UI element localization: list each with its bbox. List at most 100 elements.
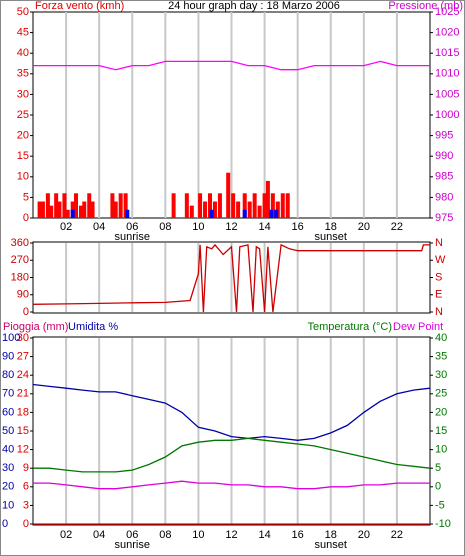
y-tick-label: 10 [17, 171, 29, 183]
bar [87, 193, 92, 218]
y2-tick-label: 15 [435, 425, 447, 437]
bar [274, 209, 279, 218]
bar [90, 201, 95, 218]
y3-tick-label: 80 [2, 369, 14, 381]
y3-tick-label: 40 [2, 444, 14, 456]
y-tick-label: 21 [17, 388, 29, 400]
bar [189, 205, 194, 218]
annotation: sunrise [115, 231, 150, 243]
annotation: sunrise [115, 539, 150, 551]
bar [207, 193, 212, 218]
y3-tick-label: 70 [2, 388, 14, 400]
y2-tick-label: 10 [435, 444, 447, 456]
bar [198, 193, 203, 218]
x-tick-label: 12 [225, 221, 237, 233]
bar [257, 205, 262, 218]
x-tick-label: 16 [292, 221, 304, 233]
bar [242, 193, 247, 218]
bar [242, 209, 247, 218]
y2-tick-label: 1005 [435, 88, 459, 100]
bar [40, 201, 45, 218]
y-tick-label: 6 [23, 481, 29, 493]
y-tick-label: 50 [17, 6, 29, 18]
y2-tick-label: 40 [435, 332, 447, 344]
x-tick-label: 10 [192, 529, 204, 541]
y-tick-label: 270 [11, 254, 29, 266]
y-tick-label: 27 [17, 351, 29, 363]
x-tick-label: 02 [60, 529, 72, 541]
x-tick-label: 02 [60, 221, 72, 233]
bar [37, 201, 42, 218]
y2-tick-label: 0 [435, 481, 441, 493]
bar [184, 193, 189, 218]
rain-label: Pioggia (mm) [3, 321, 68, 333]
annotation: sunset [315, 539, 347, 551]
x-tick-label: 18 [325, 221, 337, 233]
y-tick-label: 360 [11, 237, 29, 249]
humidity-label: Umidita % [68, 321, 118, 333]
y2-tick-label: 1025 [435, 6, 459, 18]
x-tick-label: 04 [93, 529, 105, 541]
y-tick-label: 24 [17, 369, 29, 381]
x-tick-label: 08 [159, 529, 171, 541]
x-tick-label: 10 [192, 221, 204, 233]
bar [45, 193, 50, 218]
y3-tick-label: 20 [2, 481, 14, 493]
pressure-label: Pressione (mb) [388, 0, 463, 12]
x-tick-label: 06 [126, 529, 138, 541]
bar [57, 201, 62, 218]
bar [252, 193, 257, 218]
y2-tick-label: N [435, 237, 443, 249]
bar [70, 209, 75, 218]
y-tick-label: 18 [17, 406, 29, 418]
bar [231, 193, 236, 218]
y2-tick-label: E [435, 289, 442, 301]
bar [203, 201, 208, 218]
bar [212, 201, 217, 218]
bar [217, 193, 222, 218]
y2-tick-label: 1015 [435, 47, 459, 59]
x-tick-label: 14 [258, 529, 270, 541]
chart-title: 24 hour graph day : 18 Marzo 2006 [168, 0, 340, 12]
y-tick-label: 35 [17, 68, 29, 80]
bar [74, 193, 79, 218]
y-tick-label: 25 [17, 109, 29, 121]
line [32, 383, 431, 441]
y-tick-label: 9 [23, 462, 29, 474]
bar [285, 193, 290, 218]
y2-tick-label: 985 [435, 171, 453, 183]
y3-tick-label: 50 [2, 425, 14, 437]
bar [280, 193, 285, 218]
y-tick-label: 30 [17, 88, 29, 100]
y-tick-label: 90 [17, 289, 29, 301]
y2-tick-label: 1020 [435, 27, 459, 39]
x-tick-label: 22 [391, 529, 403, 541]
y-tick-label: 15 [17, 425, 29, 437]
y2-tick-label: 980 [435, 191, 453, 203]
bar [265, 180, 270, 218]
x-tick-label: 18 [325, 529, 337, 541]
line [33, 480, 430, 490]
line [33, 60, 430, 71]
y-tick-label: 40 [17, 47, 29, 59]
y2-tick-label: 25 [435, 388, 447, 400]
wind-label: Forza vento (kmh) [35, 0, 124, 12]
x-tick-label: 06 [126, 221, 138, 233]
y-tick-label: 20 [17, 130, 29, 142]
x-tick-label: 16 [292, 529, 304, 541]
y-tick-label: 3 [23, 499, 29, 511]
x-tick-label: 22 [391, 221, 403, 233]
bar [262, 193, 267, 218]
x-tick-label: 12 [225, 529, 237, 541]
bar [171, 193, 176, 218]
y2-tick-label: -5 [435, 499, 445, 511]
y3-tick-label: 0 [2, 518, 8, 530]
bar [54, 193, 59, 218]
bar [226, 172, 231, 218]
bar [247, 201, 252, 218]
y2-tick-label: 1010 [435, 68, 459, 80]
line [33, 437, 431, 473]
temperature-label: Temperatura (°C) [308, 321, 392, 333]
y3-tick-label: 100 [2, 332, 20, 344]
